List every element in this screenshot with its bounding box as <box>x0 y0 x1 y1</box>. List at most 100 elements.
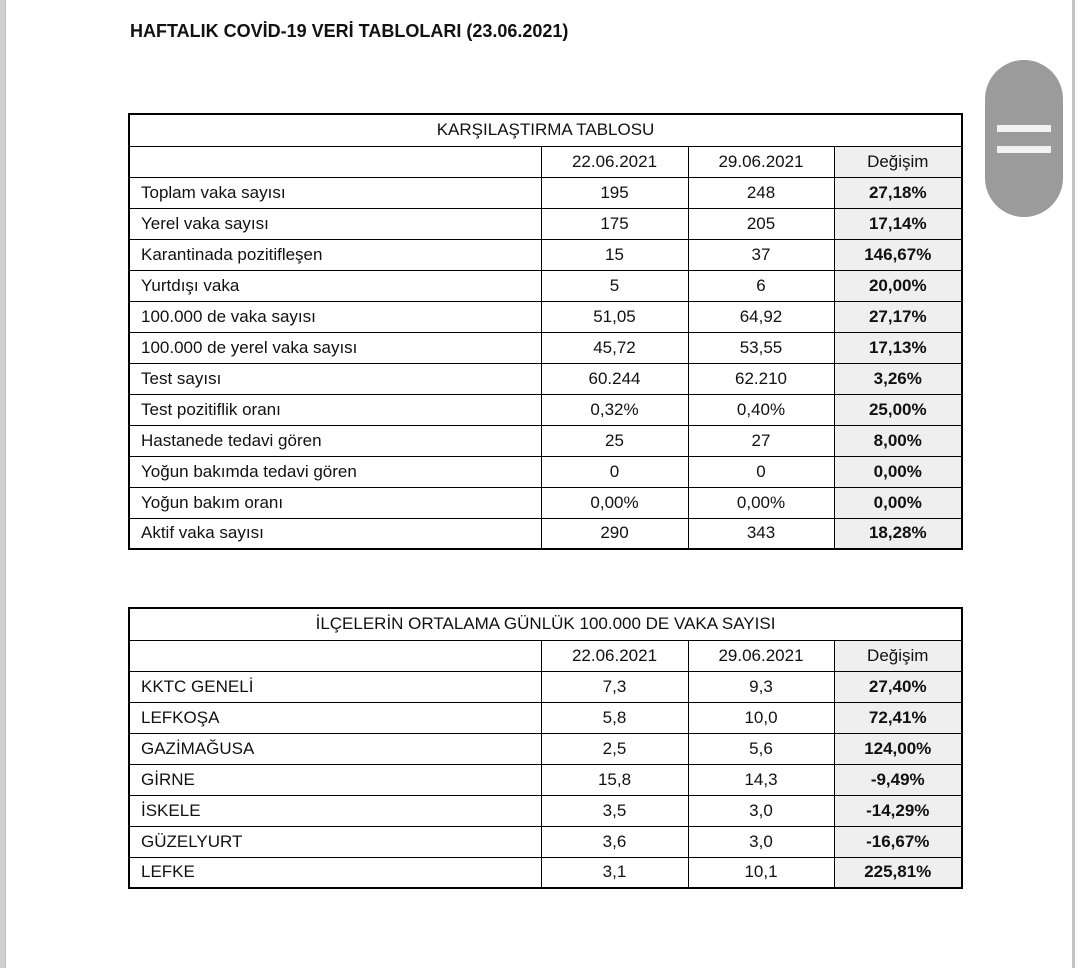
table-row: Hastanede tedavi gören 25 27 8,00% <box>128 424 963 457</box>
table-row: Aktif vaka sayısı 290 343 18,28% <box>128 517 963 550</box>
value-cell: 15 <box>540 238 689 271</box>
change-value: 124,00% <box>833 732 963 765</box>
value-cell: 14,3 <box>687 763 835 796</box>
change-value: 17,13% <box>833 331 963 364</box>
value-cell: 343 <box>687 517 835 550</box>
change-value: -9,49% <box>833 763 963 796</box>
row-label: Test sayısı <box>128 362 542 395</box>
value-cell: 51,05 <box>540 300 689 333</box>
table-row: GÜZELYURT 3,6 3,0 -16,67% <box>128 825 963 858</box>
value-cell: 3,1 <box>540 856 689 889</box>
row-label: KKTC GENELİ <box>128 670 542 703</box>
row-label: LEFKOŞA <box>128 701 542 734</box>
value-cell: 5 <box>540 269 689 302</box>
change-value: 27,40% <box>833 670 963 703</box>
table-header-row: 22.06.2021 29.06.2021 Değişim <box>128 639 963 672</box>
table-row: LEFKE 3,1 10,1 225,81% <box>128 856 963 889</box>
table-title-row: İLÇELERİN ORTALAMA GÜNLÜK 100.000 DE VAK… <box>128 607 963 641</box>
page-right-edge <box>1072 0 1075 968</box>
handle-line-icon <box>997 124 1051 132</box>
change-value: -16,67% <box>833 825 963 858</box>
handle-line-icon <box>997 145 1051 153</box>
row-label: 100.000 de vaka sayısı <box>128 300 542 333</box>
row-label: 100.000 de yerel vaka sayısı <box>128 331 542 364</box>
table-row: 100.000 de yerel vaka sayısı 45,72 53,55 17… <box>128 331 963 364</box>
value-cell: 53,55 <box>687 331 835 364</box>
table-row: LEFKOŞA 5,8 10,0 72,41% <box>128 701 963 734</box>
row-label: Test pozitiflik oranı <box>128 393 542 426</box>
value-cell: 5,6 <box>687 732 835 765</box>
value-cell: 62.210 <box>687 362 835 395</box>
row-label: Yerel vaka sayısı <box>128 207 542 240</box>
value-cell: 15,8 <box>540 763 689 796</box>
value-cell: 0,32% <box>540 393 689 426</box>
value-cell: 45,72 <box>540 331 689 364</box>
column-header: 22.06.2021 <box>540 145 689 178</box>
comparison-table: KARŞILAŞTIRMA TABLOSU 22.06.2021 29.06.202… <box>128 113 964 550</box>
value-cell: 290 <box>540 517 689 550</box>
value-cell: 10,0 <box>687 701 835 734</box>
page-left-edge <box>0 0 6 968</box>
row-label: Karantinada pozitifleşen <box>128 238 542 271</box>
value-cell: 9,3 <box>687 670 835 703</box>
change-value: -14,29% <box>833 794 963 827</box>
value-cell: 60.244 <box>540 362 689 395</box>
table-header-row: 22.06.2021 29.06.2021 Değişim <box>128 145 963 178</box>
value-cell: 6 <box>687 269 835 302</box>
row-label: LEFKE <box>128 856 542 889</box>
change-value: 8,00% <box>833 424 963 457</box>
column-header: 29.06.2021 <box>687 639 835 672</box>
table-row: Yoğun bakımda tedavi gören 0 0 0,00% <box>128 455 963 488</box>
row-label: Yoğun bakım oranı <box>128 486 542 519</box>
column-header: Değişim <box>833 145 963 178</box>
value-cell: 25 <box>540 424 689 457</box>
document-title: HAFTALIK COVİD-19 VERİ TABLOLARI (23.06.… <box>130 21 569 41</box>
table-row: Test pozitiflik oranı 0,32% 0,40% 25,00% <box>128 393 963 426</box>
value-cell: 0 <box>687 455 835 488</box>
value-cell: 0,40% <box>687 393 835 426</box>
table-row: GAZİMAĞUSA 2,5 5,6 124,00% <box>128 732 963 765</box>
value-cell: 37 <box>687 238 835 271</box>
value-cell: 64,92 <box>687 300 835 333</box>
value-cell: 0,00% <box>540 486 689 519</box>
value-cell: 205 <box>687 207 835 240</box>
value-cell: 248 <box>687 176 835 209</box>
change-value: 0,00% <box>833 486 963 519</box>
table-row: Yurtdışı vaka 5 6 20,00% <box>128 269 963 302</box>
table-row: KKTC GENELİ 7,3 9,3 27,40% <box>128 670 963 703</box>
change-value: 225,81% <box>833 856 963 889</box>
value-cell: 2,5 <box>540 732 689 765</box>
table-row: Test sayısı 60.244 62.210 3,26% <box>128 362 963 395</box>
change-value: 72,41% <box>833 701 963 734</box>
value-cell: 3,0 <box>687 794 835 827</box>
value-cell: 175 <box>540 207 689 240</box>
value-cell: 3,0 <box>687 825 835 858</box>
table-row: Yerel vaka sayısı 175 205 17,14% <box>128 207 963 240</box>
change-value: 25,00% <box>833 393 963 426</box>
column-header <box>128 145 542 178</box>
change-value: 146,67% <box>833 238 963 271</box>
change-value: 17,14% <box>833 207 963 240</box>
column-header: 29.06.2021 <box>687 145 835 178</box>
row-label: Yurtdışı vaka <box>128 269 542 302</box>
value-cell: 3,6 <box>540 825 689 858</box>
row-label: Yoğun bakımda tedavi gören <box>128 455 542 488</box>
value-cell: 10,1 <box>687 856 835 889</box>
scroll-handle[interactable] <box>985 60 1063 217</box>
change-value: 0,00% <box>833 455 963 488</box>
change-value: 20,00% <box>833 269 963 302</box>
column-header: Değişim <box>833 639 963 672</box>
table-row: Karantinada pozitifleşen 15 37 146,67% <box>128 238 963 271</box>
value-cell: 0 <box>540 455 689 488</box>
row-label: Toplam vaka sayısı <box>128 176 542 209</box>
value-cell: 5,8 <box>540 701 689 734</box>
change-value: 18,28% <box>833 517 963 550</box>
table-row: GİRNE 15,8 14,3 -9,49% <box>128 763 963 796</box>
column-header <box>128 639 542 672</box>
row-label: Hastanede tedavi gören <box>128 424 542 457</box>
value-cell: 195 <box>540 176 689 209</box>
districts-table: İLÇELERİN ORTALAMA GÜNLÜK 100.000 DE VAK… <box>128 607 964 889</box>
row-label: Aktif vaka sayısı <box>128 517 542 550</box>
table-title: KARŞILAŞTIRMA TABLOSU <box>128 113 963 147</box>
change-value: 27,18% <box>833 176 963 209</box>
